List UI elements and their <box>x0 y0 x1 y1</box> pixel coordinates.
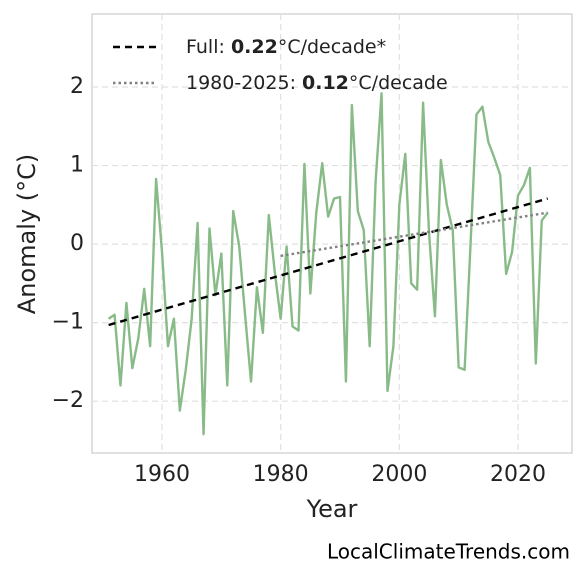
y-tick-label: 0 <box>70 231 84 256</box>
legend-rate: 0.12 <box>302 72 349 94</box>
y-tick-label: 1 <box>70 153 84 178</box>
legend-prefix: 1980-2025: <box>186 72 302 94</box>
trend-line <box>280 211 548 258</box>
x-tick-label: 2020 <box>490 462 546 487</box>
legend-label: Full: 0.22°C/decade* <box>186 36 386 58</box>
legend-prefix: Full: <box>186 36 231 58</box>
x-tick-label: 1960 <box>134 462 190 487</box>
footer: LocalClimateTrends.com <box>327 540 570 564</box>
y-tick-label: −1 <box>52 310 84 335</box>
y-tick-label: −2 <box>52 388 84 413</box>
x-axis-label: Year <box>306 495 358 523</box>
legend-rate: 0.22 <box>231 36 278 58</box>
legend-label: 1980-2025: 0.12°C/decade <box>186 72 448 94</box>
x-tick-label: 1980 <box>253 462 309 487</box>
x-tick-label: 2000 <box>371 462 427 487</box>
legend-suffix: °C/decade <box>349 72 448 94</box>
trend-line <box>108 197 549 327</box>
y-axis-label: Anomaly (°C) <box>13 154 41 314</box>
data-line <box>107 92 549 436</box>
legend-suffix: °C/decade* <box>278 36 386 58</box>
y-tick-label: 2 <box>70 74 84 99</box>
